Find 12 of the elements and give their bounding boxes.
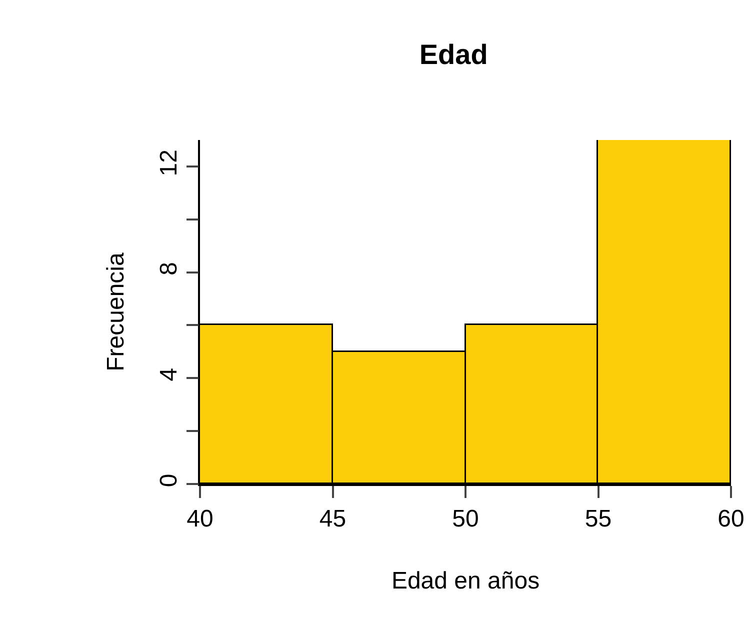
- x-axis-title: Edad en años: [391, 567, 540, 594]
- x-tick-label: 60: [718, 506, 744, 533]
- y-tick-label: 12: [156, 150, 183, 176]
- x-tick-label: 40: [186, 506, 214, 533]
- y-tick-label: 8: [156, 262, 183, 276]
- y-tick-label: 4: [156, 368, 183, 382]
- chart-title: Edad: [419, 38, 488, 70]
- y-tick-label: 0: [156, 474, 183, 488]
- x-tick-label: 55: [584, 506, 612, 533]
- x-tick-label: 45: [319, 506, 346, 533]
- y-axis-title: Frecuencia: [102, 252, 130, 372]
- x-tick-label: 50: [452, 506, 479, 533]
